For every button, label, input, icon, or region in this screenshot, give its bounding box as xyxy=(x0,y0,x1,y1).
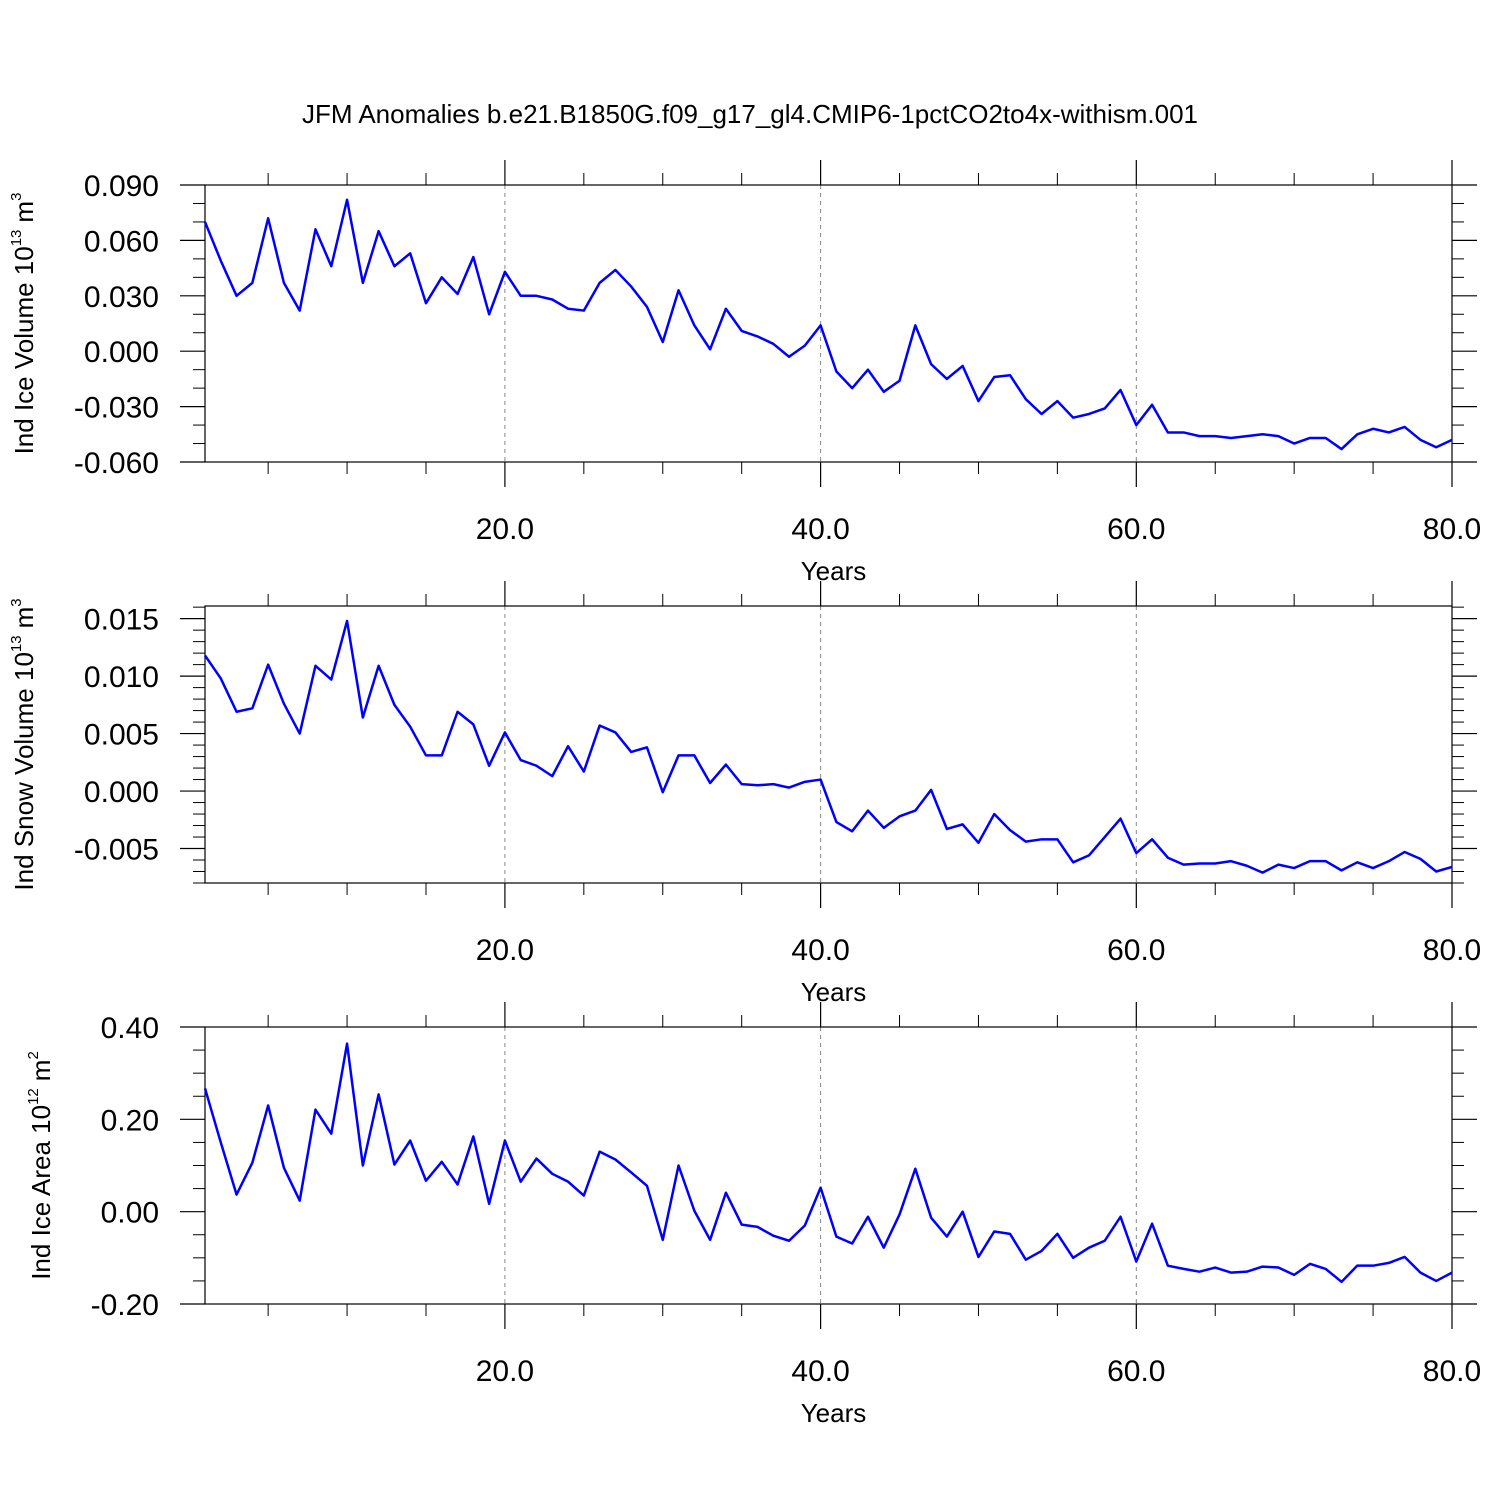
y-tick-label: 0.010 xyxy=(84,661,159,694)
x-tick-label: 60.0 xyxy=(1107,1355,1165,1388)
x-tick-label: 40.0 xyxy=(791,934,849,967)
y-tick-label: 0.060 xyxy=(84,225,159,258)
y-tick-label: 0.030 xyxy=(84,281,159,314)
y-axis-label: Ind Ice Area 1012 m2 xyxy=(25,1051,56,1280)
y-axis-label-exponent: 12 xyxy=(25,1088,42,1105)
x-tick-label: 80.0 xyxy=(1423,934,1481,967)
x-tick-label: 80.0 xyxy=(1423,1355,1481,1388)
y-tick-label: 0.20 xyxy=(101,1104,159,1137)
y-tick-label: -0.030 xyxy=(74,392,159,425)
x-axis-label: Years xyxy=(801,1398,867,1428)
y-tick-label: 0.015 xyxy=(84,604,159,637)
y-axis-label-unit: m xyxy=(9,607,39,629)
y-axis-label-unit-exponent: 3 xyxy=(8,193,25,201)
y-axis-label-unit-exponent: 2 xyxy=(25,1051,42,1059)
x-axis-label: Years xyxy=(801,556,867,586)
y-axis-label: Ind Snow Volume 1013 m3 xyxy=(8,598,39,890)
figure-title: JFM Anomalies b.e21.B1850G.f09_g17_gl4.C… xyxy=(302,99,1198,129)
x-tick-label: 80.0 xyxy=(1423,513,1481,546)
panel: 20.0 40.0 60.0 80.0 -0.060 -0.030 0.000 0.030 0.… xyxy=(8,160,1481,586)
x-tick-label: 20.0 xyxy=(476,513,534,546)
y-axis-label-text: Ind Snow Volume 10 xyxy=(9,652,39,891)
y-tick-label: 0.000 xyxy=(84,776,159,809)
y-tick-label: -0.060 xyxy=(74,447,159,480)
x-axis-label: Years xyxy=(801,977,867,1007)
y-tick-label: -0.20 xyxy=(91,1289,159,1322)
y-axis-label-text: Ind Ice Area 10 xyxy=(26,1105,56,1280)
x-tick-label: 60.0 xyxy=(1107,513,1165,546)
plot-frame xyxy=(204,605,1453,884)
x-tick-label: 20.0 xyxy=(476,934,534,967)
x-tick-label: 40.0 xyxy=(791,1355,849,1388)
y-tick-label: 0.40 xyxy=(101,1012,159,1045)
y-axis-label-unit: m xyxy=(9,201,39,223)
y-axis-label-unit: m xyxy=(26,1060,56,1082)
y-tick-label: 0.005 xyxy=(84,719,159,752)
data-line xyxy=(203,1042,1453,1284)
y-tick-label: 0.090 xyxy=(84,170,159,203)
y-axis-label-exponent: 13 xyxy=(8,635,25,652)
panel: 20.0 40.0 60.0 80.0 -0.005 0.000 0.005 0.010 0.0… xyxy=(8,581,1481,1007)
x-tick-label: 20.0 xyxy=(476,1355,534,1388)
y-axis-label-text: Ind Ice Volume 10 xyxy=(9,246,39,454)
y-tick-label: -0.005 xyxy=(74,834,159,867)
x-tick-label: 40.0 xyxy=(791,513,849,546)
plot-frame xyxy=(204,184,1453,463)
y-tick-label: 0.00 xyxy=(101,1197,159,1230)
plot-frame xyxy=(204,1026,1453,1305)
x-tick-label: 60.0 xyxy=(1107,934,1165,967)
y-tick-label: 0.000 xyxy=(84,336,159,369)
data-line xyxy=(203,619,1453,874)
panel: 20.0 40.0 60.0 80.0 -0.20 0.00 0.20 0.40 Years In… xyxy=(25,1002,1481,1428)
data-line xyxy=(203,198,1453,451)
y-axis-label-unit-exponent: 3 xyxy=(8,598,25,606)
y-axis-label-exponent: 13 xyxy=(8,230,25,247)
y-axis-label: Ind Ice Volume 1013 m3 xyxy=(8,193,39,455)
